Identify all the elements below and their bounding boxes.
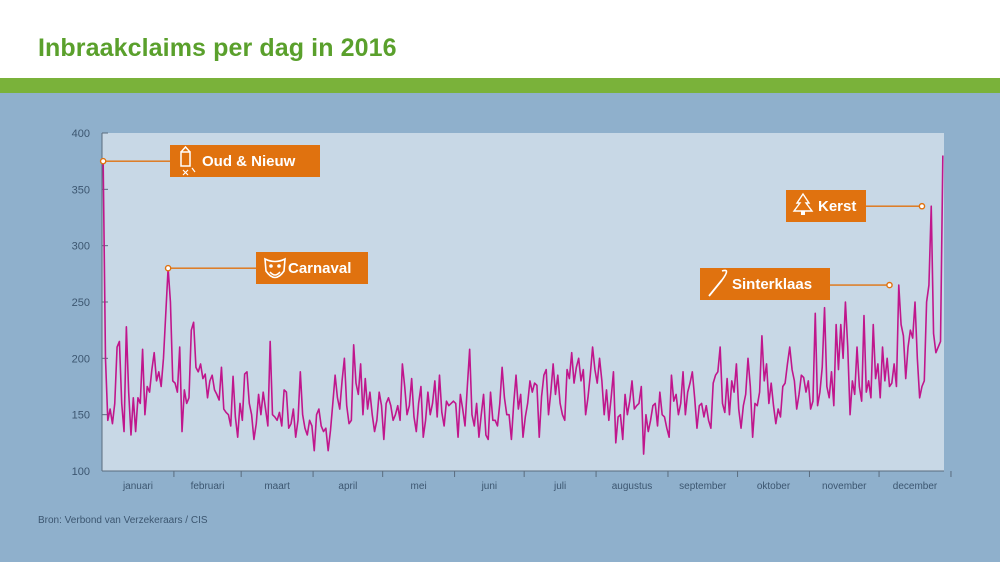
header	[0, 0, 1000, 78]
y-tick-label: 100	[72, 466, 90, 478]
mask-icon	[264, 257, 286, 279]
source-note: Bron: Verbond van Verzekeraars / CIS	[38, 515, 208, 526]
tree-icon-trunk	[801, 211, 805, 215]
y-tick-label: 200	[72, 353, 90, 365]
green-band	[0, 78, 1000, 93]
page-title: Inbraakclaims per dag in 2016	[38, 34, 397, 62]
callout-carnaval: Carnaval	[164, 252, 368, 284]
y-tick-label: 350	[72, 184, 90, 196]
callout-label: Carnaval	[288, 260, 351, 277]
mask-icon-eye	[277, 264, 281, 268]
callout-sinterklaas: Sinterklaas	[700, 268, 893, 300]
callout-box	[700, 268, 830, 300]
month-label-augustus: augustus	[612, 481, 653, 492]
month-label-juni: juni	[481, 481, 498, 492]
month-label-september: september	[679, 481, 727, 492]
callout-marker	[886, 281, 893, 289]
x-ticks: januari februari maart april mei juni juli augu…	[122, 471, 952, 492]
callout-label: Sinterklaas	[732, 276, 812, 293]
firework-icon-body	[180, 151, 191, 167]
series-line	[102, 155, 944, 455]
y-tick-label: 250	[72, 297, 90, 309]
month-label-oktober: oktober	[757, 481, 791, 492]
firework-icon-tip	[180, 145, 191, 153]
month-label-januari: januari	[122, 481, 153, 492]
callout-box	[786, 190, 866, 222]
month-label-maart: maart	[264, 481, 290, 492]
callout-marker	[99, 157, 107, 165]
month-label-februari: februari	[191, 481, 225, 492]
callout-kerst: Kerst	[786, 190, 926, 222]
callout-marker	[164, 264, 172, 272]
staff-icon-shaft	[708, 279, 723, 297]
y-tick-label: 300	[72, 241, 90, 253]
callout-marker	[918, 202, 926, 210]
callout-label: Oud & Nieuw	[202, 153, 296, 170]
firework-icon-sparks	[182, 167, 196, 176]
mask-icon-eye	[269, 264, 273, 268]
staff-icon-crook	[721, 269, 728, 281]
mask-icon-smile	[269, 271, 281, 276]
month-label-juli: juli	[553, 481, 566, 492]
month-label-april: april	[338, 481, 357, 492]
callout-box	[256, 252, 368, 284]
month-label-december: december	[893, 481, 938, 492]
callout-oud-nieuw: Oud & Nieuw	[99, 145, 320, 177]
callout-label: Kerst	[818, 198, 856, 215]
callouts: Oud & Nieuw Carnaval Sinterklaas Kerst	[99, 145, 926, 300]
month-label-mei: mei	[411, 481, 427, 492]
y-tick-label: 150	[72, 410, 90, 422]
month-label-november: november	[822, 481, 867, 492]
y-tick-label: 400	[72, 128, 90, 140]
plot-area	[102, 133, 944, 471]
